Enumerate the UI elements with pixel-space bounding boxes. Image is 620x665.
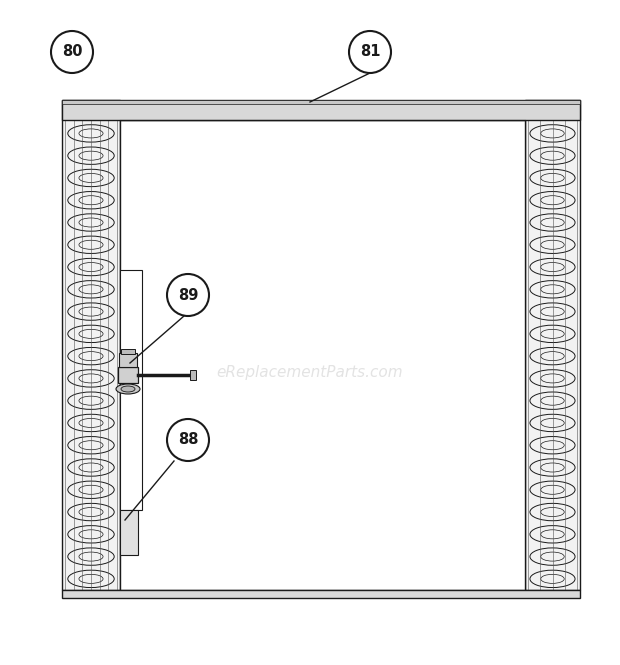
Circle shape <box>51 31 93 73</box>
Text: 88: 88 <box>178 432 198 448</box>
Bar <box>190 370 196 380</box>
Ellipse shape <box>116 384 140 394</box>
Bar <box>120 120 525 590</box>
Bar <box>120 270 142 510</box>
Bar <box>62 100 120 590</box>
Bar <box>62 590 580 598</box>
Text: 81: 81 <box>360 45 380 59</box>
Bar <box>121 349 135 354</box>
Bar <box>119 353 137 367</box>
Text: 80: 80 <box>62 45 82 59</box>
Bar <box>120 510 138 555</box>
Bar <box>62 100 580 104</box>
Circle shape <box>167 274 209 316</box>
Ellipse shape <box>121 386 135 392</box>
Circle shape <box>167 419 209 461</box>
Text: 89: 89 <box>178 287 198 303</box>
Bar <box>525 100 580 590</box>
Bar <box>118 367 138 383</box>
Text: eReplacementParts.com: eReplacementParts.com <box>216 365 404 380</box>
Circle shape <box>349 31 391 73</box>
Bar <box>62 100 580 120</box>
